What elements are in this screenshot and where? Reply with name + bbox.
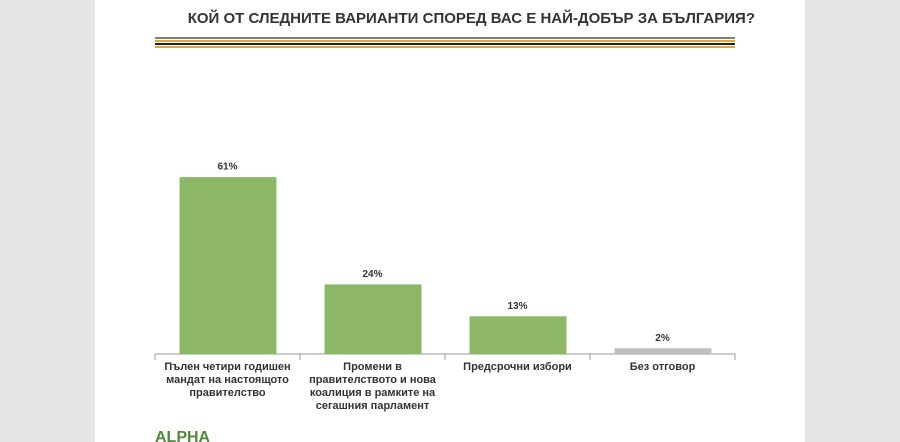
stripe	[155, 40, 735, 42]
x-tick-label: Предсрочни избори	[463, 361, 572, 373]
value-label: 24%	[362, 269, 382, 280]
value-label: 61%	[217, 162, 237, 173]
bar	[179, 177, 277, 354]
x-tick-label: Пълен четири годишен мандат на настоящот…	[164, 361, 291, 399]
stripe	[155, 43, 735, 45]
bar	[469, 316, 567, 354]
logo: ALPHA	[155, 429, 211, 442]
stripe	[155, 37, 735, 39]
value-label: 13%	[507, 301, 527, 312]
stripe	[155, 46, 735, 48]
bar	[614, 348, 712, 354]
chart-title: КОЙ ОТ СЛЕДНИТЕ ВАРИАНТИ СПОРЕД ВАС Е НА…	[188, 9, 755, 27]
x-tick-label: Без отговор	[629, 361, 696, 373]
value-label: 2%	[655, 333, 670, 344]
bar	[324, 284, 422, 354]
x-tick-label: Промени в правителството и нова коалиция…	[309, 361, 436, 412]
